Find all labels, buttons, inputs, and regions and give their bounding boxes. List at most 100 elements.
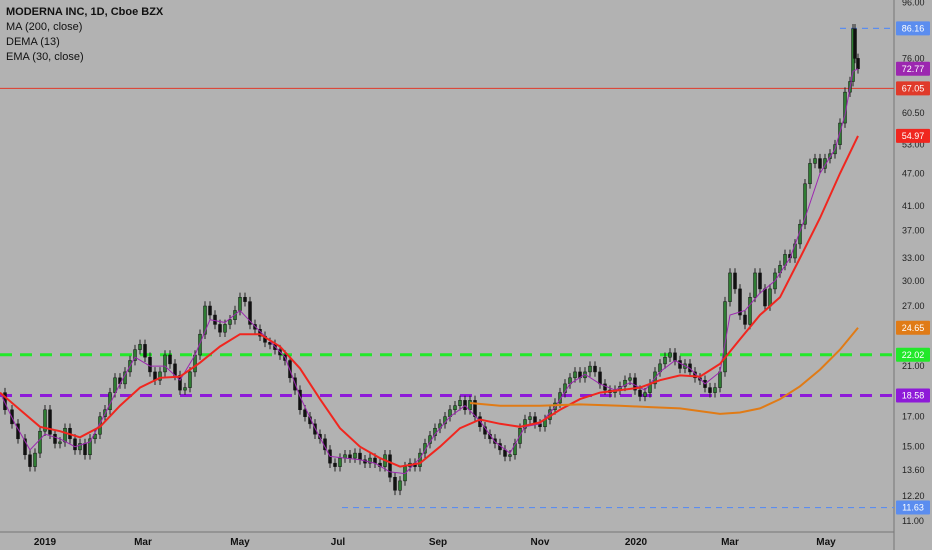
candle-body [393,476,397,491]
candle-body [808,163,812,185]
candle-body [588,365,592,373]
candle-body [818,158,822,169]
candle-body [223,324,227,333]
candle-body [183,387,187,391]
x-tick-label: Nov [531,537,550,548]
candle-body [28,454,32,467]
candle-body [148,356,152,373]
candle-body [668,352,672,358]
x-tick-label: 2019 [34,537,57,548]
price-badge [896,61,930,76]
x-tick-label: May [816,537,836,548]
y-tick-label: 30.00 [902,276,925,286]
y-tick-label: 47.00 [902,168,925,178]
candle-body [838,122,842,145]
candle-body [468,400,472,411]
price-badge-label: 86.16 [902,23,925,33]
candle-body [368,457,372,464]
legend-ma200: MA (200, close) [6,21,83,33]
candle-body [133,349,137,361]
y-tick-label: 21.00 [902,361,925,371]
candle-body [203,305,207,335]
candle-body [198,333,202,356]
candle-body [398,480,402,491]
candle-body [573,371,577,379]
candle-body [593,365,597,373]
candle-body [303,409,307,417]
candle-body [738,288,742,316]
price-badge [896,500,930,515]
candle-body [188,371,192,388]
candle-body [733,272,737,290]
price-badge-label: 24.65 [902,323,925,333]
y-tick-label: 76.00 [902,53,925,63]
candle-body [53,433,57,444]
candle-body [473,400,477,417]
candle-body [238,297,242,311]
y-tick-label: 11.00 [902,516,924,526]
candle-body [58,441,62,444]
candle-body [83,443,87,456]
candle-body [113,377,117,393]
candle-body [678,360,682,369]
y-tick-label: 96.00 [902,0,925,7]
candle-body [673,352,677,361]
candle-body [333,462,337,467]
candle-body [728,272,732,302]
candle-body [63,427,67,443]
candle-body [758,272,762,290]
candle-body [598,371,602,385]
candle-body [353,452,357,459]
y-tick-label: 60.50 [902,108,925,118]
candle-body [138,344,142,350]
x-tick-label: Sep [429,537,447,548]
price-badge [896,21,930,36]
candle-body [708,387,712,393]
candle-body [358,452,362,461]
y-tick-label: 33.00 [902,253,925,263]
candle-body [73,438,77,451]
indicator-line [469,327,859,415]
chart-legend: MODERNA INC, 1D, Cboe BZX MA (200, close… [6,5,163,65]
candle-body [228,319,232,325]
candle-body [163,354,167,373]
x-tick-label: May [230,537,250,548]
indicator-line [0,68,859,475]
legend-dema13: DEMA (13) [6,36,60,48]
candle-body [318,433,322,440]
price-badge-label: 22.02 [902,350,925,360]
price-badge [896,347,930,362]
price-badge-label: 18.58 [902,390,925,400]
candle-body [768,288,772,307]
price-badge [896,81,930,96]
candle-body [373,457,377,464]
candle-body [453,405,457,411]
candle-body [348,454,352,459]
legend-ema30: EMA (30, close) [6,51,84,63]
candle-body [88,438,92,456]
candle-body [93,433,97,440]
y-tick-label: 17.00 [902,412,925,422]
candle-body [603,383,607,391]
price-badge [896,128,930,143]
x-tick-label: Jul [331,537,346,548]
candle-body [856,58,860,70]
y-tick-label: 12.20 [902,491,925,501]
y-tick-label: 41.00 [902,201,925,211]
candle-body [503,449,507,457]
price-badge [896,320,930,335]
candle-body [33,452,37,467]
y-tick-label: 27.00 [902,301,925,311]
candle-body [218,324,222,333]
candle-body [243,297,247,302]
x-tick-label: Mar [721,537,739,548]
candle-body [663,356,667,365]
candle-body [528,416,532,420]
candle-body [168,354,172,365]
candle-body [508,454,512,457]
candle-body [853,28,857,59]
candle-body [143,344,147,358]
candle-body [748,297,752,325]
y-tick-label: 37.00 [902,226,925,236]
